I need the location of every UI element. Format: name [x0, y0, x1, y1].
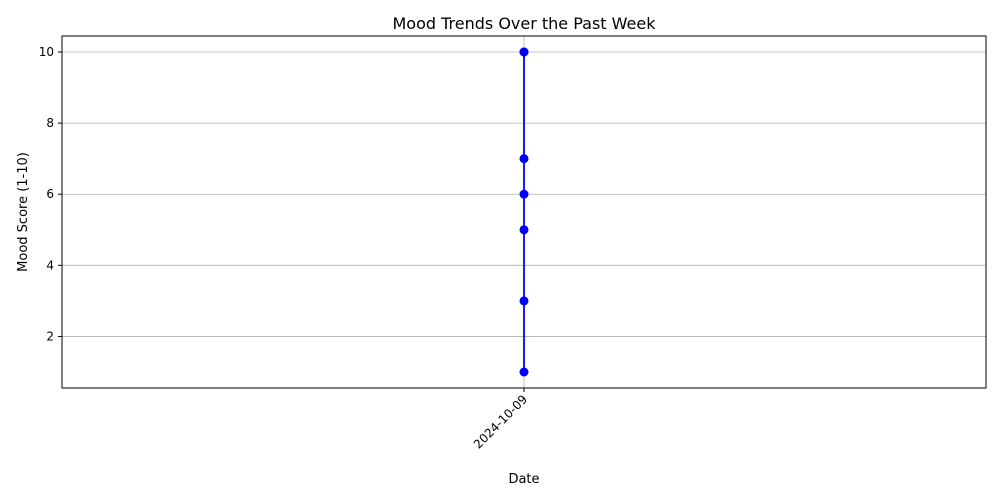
data-point-marker	[519, 225, 529, 235]
data-point-marker	[519, 296, 529, 306]
y-axis-label: Mood Score (1-10)	[16, 152, 31, 272]
y-tick-label: 10	[39, 45, 54, 59]
x-tick-label: 2024-10-09	[471, 392, 530, 451]
axis-layer: 2 4 6 8 10 2024-10-09	[39, 45, 530, 451]
chart-title: Mood Trends Over the Past Week	[392, 14, 656, 33]
x-axis-label: Date	[508, 472, 539, 487]
data-point-marker	[519, 367, 529, 377]
data-point-marker	[519, 154, 529, 164]
data-point-marker	[519, 47, 529, 57]
y-tick-label: 6	[46, 187, 54, 201]
y-tick-label: 8	[46, 116, 54, 130]
series-layer	[519, 47, 529, 377]
data-point-marker	[519, 189, 529, 199]
y-tick-label: 2	[46, 329, 54, 343]
y-tick-label: 4	[46, 258, 54, 272]
